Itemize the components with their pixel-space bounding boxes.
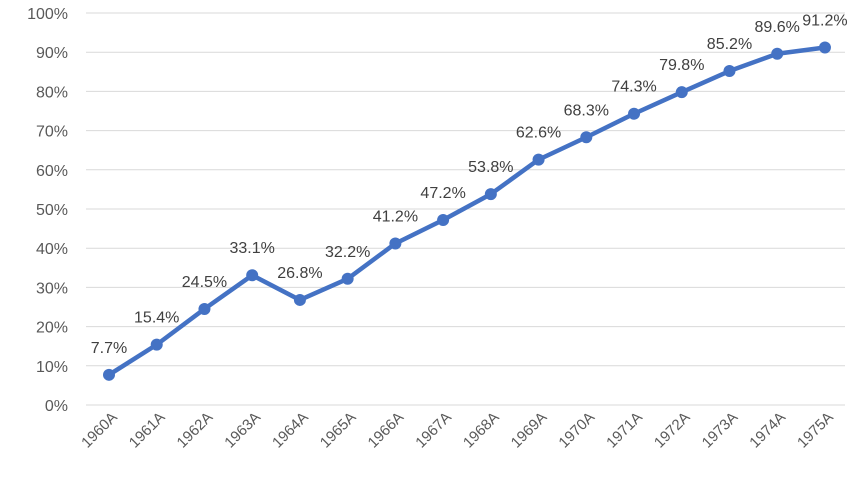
data-label: 24.5% — [182, 274, 227, 291]
x-tick-label: 1963A — [221, 409, 264, 452]
data-point — [532, 153, 545, 166]
x-tick-label: 1964A — [269, 409, 312, 452]
data-point — [103, 368, 115, 381]
data-point — [484, 188, 497, 201]
x-axis-tick-labels: 1960A 1961A 1962A 1963A 1964A 1965A 1966A 1967A… — [78, 409, 837, 452]
data-point — [150, 338, 163, 351]
x-tick-label: 1973A — [699, 409, 742, 452]
y-tick-label: 10% — [36, 359, 68, 376]
data-label: 91.2% — [802, 12, 847, 29]
data-label: 41.2% — [373, 208, 418, 225]
y-tick-label: 60% — [36, 163, 68, 180]
x-tick-label: 1968A — [460, 409, 503, 452]
series-line — [106, 45, 828, 378]
x-tick-label: 1966A — [365, 409, 408, 452]
x-tick-label: 1971A — [603, 409, 646, 452]
data-point — [246, 269, 259, 282]
x-tick-label: 1969A — [508, 409, 551, 452]
data-label: 47.2% — [420, 185, 465, 202]
data-label: 26.8% — [277, 265, 322, 282]
data-label: 68.3% — [564, 102, 609, 119]
data-point — [628, 107, 641, 120]
data-label: 15.4% — [134, 310, 179, 327]
data-label: 62.6% — [516, 125, 561, 142]
data-label: 85.2% — [707, 36, 752, 53]
x-tick-label: 1965A — [317, 409, 360, 452]
x-tick-label: 1970A — [555, 409, 598, 452]
y-tick-label: 90% — [36, 45, 68, 62]
data-point — [293, 293, 306, 306]
x-tick-label: 1974A — [746, 409, 789, 452]
x-tick-label: 1975A — [794, 409, 837, 452]
data-point — [437, 213, 450, 226]
x-tick-label: 1961A — [126, 409, 169, 452]
data-point — [198, 302, 211, 315]
data-point — [771, 47, 784, 60]
data-point — [389, 237, 402, 250]
data-label: 74.3% — [611, 79, 656, 96]
y-tick-label: 80% — [36, 84, 68, 101]
y-tick-label: 30% — [36, 280, 68, 297]
y-tick-label: 100% — [27, 6, 68, 23]
series-line-path — [106, 45, 828, 378]
data-label: 32.2% — [325, 244, 370, 261]
x-tick-label: 1962A — [174, 409, 217, 452]
data-label: 79.8% — [659, 57, 704, 74]
y-tick-label: 50% — [36, 202, 68, 219]
data-label: 33.1% — [230, 240, 275, 257]
data-labels: 7.7% 15.4% 24.5%33.1%26.8%32.2% 41.2%47.2%5… — [91, 12, 848, 356]
data-point — [580, 131, 593, 144]
data-point — [341, 272, 354, 285]
data-point — [723, 65, 736, 78]
data-label: 7.7% — [91, 340, 127, 357]
y-tick-label: 20% — [36, 320, 68, 337]
data-point — [675, 86, 688, 99]
x-tick-label: 1960A — [78, 409, 121, 452]
data-point — [818, 41, 831, 54]
x-tick-label: 1972A — [651, 409, 694, 452]
data-label: 53.8% — [468, 159, 513, 176]
x-tick-label: 1967A — [412, 409, 455, 452]
y-axis-tick-labels: 0% 10% 20% 30% 40% 50% 60% 70% 80% 90% 100% — [27, 6, 68, 415]
y-tick-label: 40% — [36, 241, 68, 258]
y-tick-label: 70% — [36, 124, 68, 141]
y-tick-label: 0% — [45, 398, 68, 415]
series-points — [103, 41, 831, 381]
data-label: 89.6% — [755, 19, 800, 36]
